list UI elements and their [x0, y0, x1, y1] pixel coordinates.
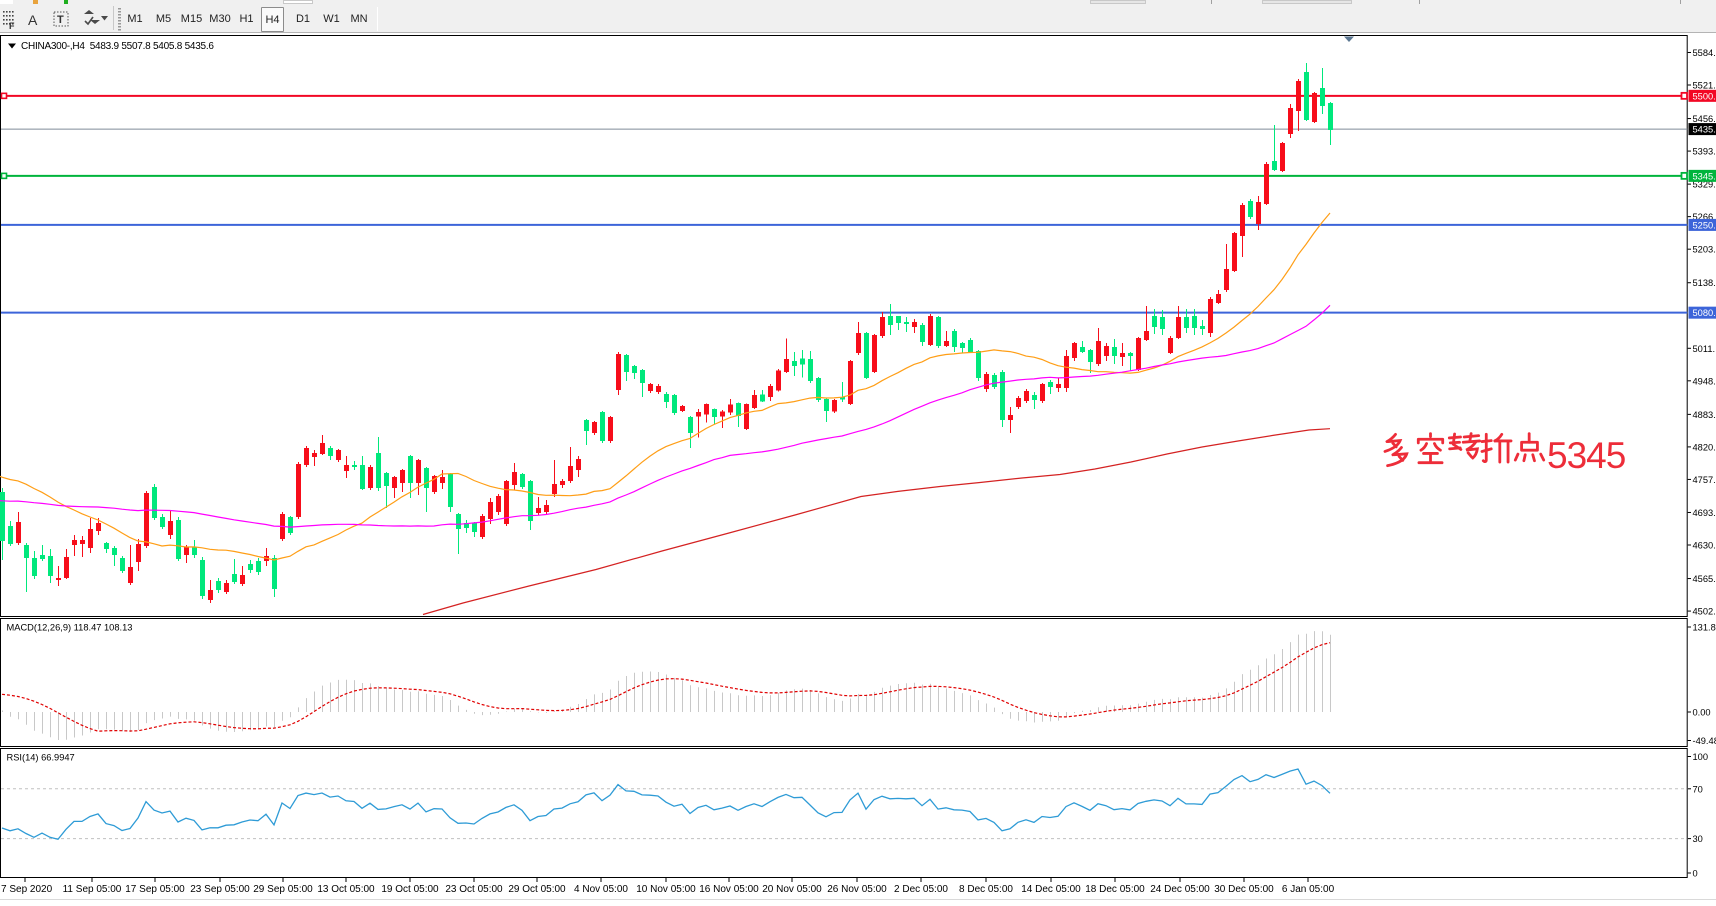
svg-text:13 Oct 05:00: 13 Oct 05:00	[317, 884, 375, 895]
svg-text:100: 100	[1693, 752, 1709, 762]
svg-text:23 Sep 05:00: 23 Sep 05:00	[190, 884, 250, 895]
svg-text:5435.: 5435.	[1693, 125, 1716, 135]
svg-text:19 Oct 05:00: 19 Oct 05:00	[381, 884, 439, 895]
svg-text:5345.: 5345.	[1693, 171, 1716, 181]
svg-text:5393.: 5393.	[1693, 147, 1716, 157]
svg-text:T: T	[57, 14, 64, 26]
svg-text:8 Dec 05:00: 8 Dec 05:00	[959, 884, 1013, 895]
svg-text:-49.48: -49.48	[1693, 736, 1716, 746]
svg-text:4630.: 4630.	[1693, 540, 1716, 550]
svg-text:4883.: 4883.	[1693, 410, 1716, 420]
svg-text:4502.: 4502.	[1693, 607, 1716, 617]
svg-text:5345: 5345	[1547, 435, 1626, 476]
svg-text:30: 30	[1693, 834, 1703, 844]
svg-text:10 Nov 05:00: 10 Nov 05:00	[636, 884, 696, 895]
svg-text:5584.: 5584.	[1693, 48, 1716, 58]
svg-text:30 Dec 05:00: 30 Dec 05:00	[1214, 884, 1274, 895]
svg-text:131.83: 131.83	[1693, 623, 1716, 633]
svg-text:5138.: 5138.	[1693, 278, 1716, 288]
svg-text:4 Nov 05:00: 4 Nov 05:00	[574, 884, 628, 895]
svg-text:0: 0	[1693, 869, 1698, 879]
svg-text:4820.: 4820.	[1693, 442, 1716, 452]
svg-text:4948.: 4948.	[1693, 376, 1716, 386]
svg-text:24 Dec 05:00: 24 Dec 05:00	[1150, 884, 1210, 895]
svg-text:A: A	[28, 12, 38, 28]
svg-text:18 Dec 05:00: 18 Dec 05:00	[1085, 884, 1145, 895]
svg-text:29 Sep 05:00: 29 Sep 05:00	[253, 884, 313, 895]
svg-text:11 Sep 05:00: 11 Sep 05:00	[63, 884, 122, 895]
svg-text:6 Jan 05:00: 6 Jan 05:00	[1282, 884, 1335, 895]
svg-text:29 Oct 05:00: 29 Oct 05:00	[508, 884, 566, 895]
svg-text:20 Nov 05:00: 20 Nov 05:00	[762, 884, 822, 895]
svg-text:5521.: 5521.	[1693, 81, 1716, 91]
svg-text:5456.: 5456.	[1693, 114, 1716, 124]
svg-text:14 Dec 05:00: 14 Dec 05:00	[1021, 884, 1081, 895]
svg-text:2 Dec 05:00: 2 Dec 05:00	[894, 884, 948, 895]
svg-text:4565.: 4565.	[1693, 574, 1716, 584]
svg-text:4693.: 4693.	[1693, 508, 1716, 518]
svg-text:5080.: 5080.	[1693, 308, 1716, 318]
svg-text:4757.: 4757.	[1693, 475, 1716, 485]
svg-text:70: 70	[1693, 784, 1703, 794]
svg-text:26 Nov 05:00: 26 Nov 05:00	[827, 884, 887, 895]
svg-text:F: F	[9, 21, 15, 31]
svg-text:5250.: 5250.	[1693, 220, 1716, 230]
svg-text:7 Sep 2020: 7 Sep 2020	[1, 884, 53, 895]
svg-text:23 Oct 05:00: 23 Oct 05:00	[445, 884, 503, 895]
svg-text:0.00: 0.00	[1693, 708, 1711, 718]
svg-text:5500.: 5500.	[1693, 91, 1716, 101]
svg-text:16 Nov 05:00: 16 Nov 05:00	[699, 884, 759, 895]
svg-text:CHINA300-,H4 5483.9 5507.8 54: CHINA300-,H4 5483.9 5507.8 5405.8 5435.6	[21, 41, 214, 52]
svg-text:5203.: 5203.	[1693, 245, 1716, 255]
svg-text:RSI(14) 66.9947: RSI(14) 66.9947	[7, 753, 75, 763]
svg-text:MACD(12,26,9) 118.47 108.13: MACD(12,26,9) 118.47 108.13	[7, 623, 133, 633]
svg-text:5011.: 5011.	[1693, 344, 1716, 354]
svg-text:17 Sep 05:00: 17 Sep 05:00	[125, 884, 185, 895]
